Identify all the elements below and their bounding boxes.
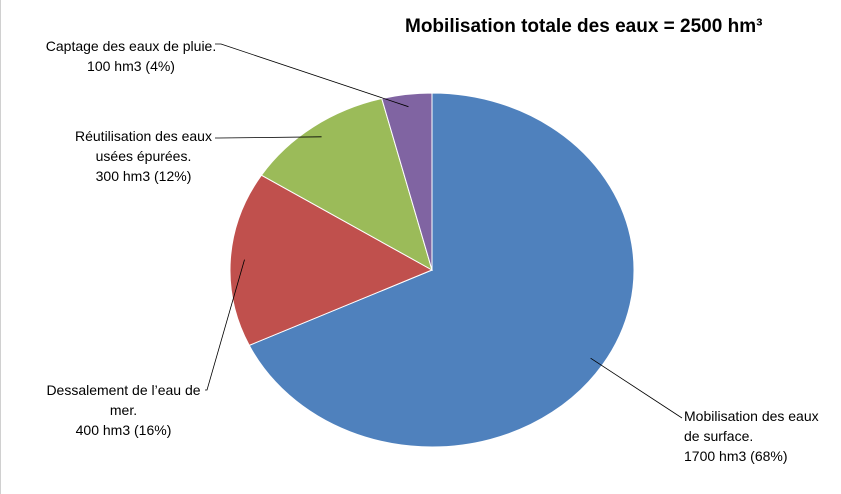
value-label: 1700 hm3 (68%) [684,448,788,464]
slice-label: Dessalement de l’eau de mer. 400 hm3 (16%… [41,380,206,440]
slice-label: Captage des eaux de pluie. 100 hm3 (4%) [36,36,226,76]
slice-label: Mobilisation des eaux de surface. 1700 hm… [684,406,834,466]
pie-slice [248,92,635,448]
leader-line [215,43,409,108]
leader-line [215,136,322,139]
category-label: Captage des eaux de pluie. [45,38,217,54]
pie-slice [229,174,434,346]
leader-line [205,259,245,391]
slice-label: Réutilisation des eaux usées épurées. 300… [61,126,226,186]
pie-slice [381,92,433,271]
value-label: 100 hm3 (4%) [87,58,175,74]
value-label: 400 hm3 (16%) [75,422,172,438]
category-label: Dessalement de l’eau de mer. [46,382,201,418]
pie-slice [260,97,433,272]
category-label: Mobilisation des eaux de surface. [684,408,819,444]
category-label: Réutilisation des eaux usées épurées. [75,128,212,164]
chart-title: Mobilisation totale des eaux = 2500 hm³ [405,16,763,37]
value-label: 300 hm3 (12%) [95,168,192,184]
leader-line [590,357,683,419]
